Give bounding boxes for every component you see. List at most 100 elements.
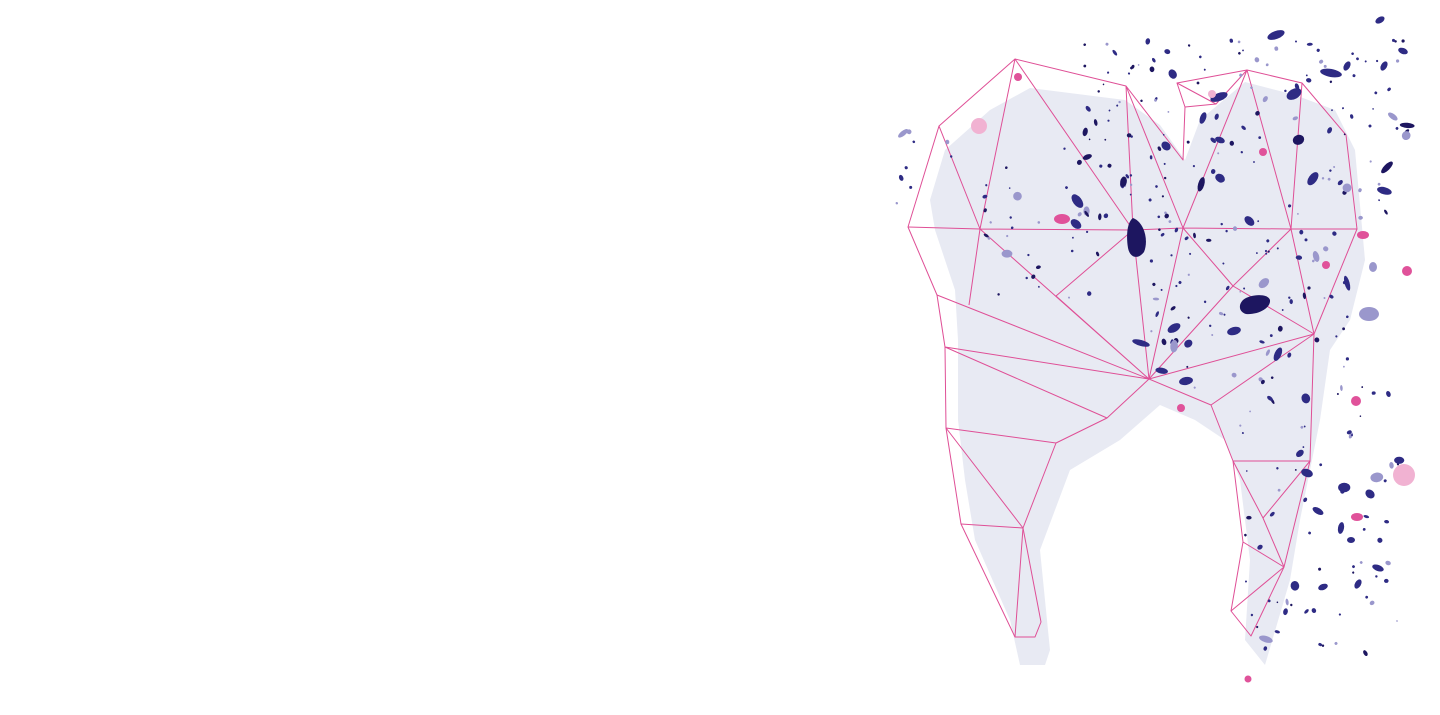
particle-dot bbox=[1294, 468, 1297, 471]
particle-dot bbox=[1364, 60, 1367, 63]
particle-dot bbox=[1290, 603, 1293, 607]
particle-blob bbox=[1380, 61, 1388, 71]
particle-dot bbox=[1273, 347, 1283, 361]
particle-dot bbox=[1358, 215, 1363, 220]
particle-dot bbox=[1193, 232, 1196, 239]
particle-dot bbox=[1314, 337, 1320, 343]
particle-dot bbox=[1086, 291, 1092, 296]
particle-dot bbox=[1098, 213, 1102, 221]
particle-dot bbox=[983, 208, 987, 213]
particle-dot bbox=[1352, 74, 1356, 78]
particle-dot bbox=[1274, 46, 1279, 51]
particle-blob bbox=[1161, 141, 1171, 151]
particle-dot bbox=[1318, 642, 1323, 647]
particle-dot bbox=[1250, 86, 1253, 89]
particle-dot bbox=[1329, 169, 1332, 172]
particle-dot bbox=[1229, 140, 1235, 146]
particle-dot bbox=[1168, 69, 1177, 79]
particle-dot bbox=[1037, 221, 1041, 224]
particle-dot bbox=[1129, 193, 1132, 196]
particle-dot bbox=[1243, 287, 1246, 290]
particle-dot bbox=[1085, 105, 1091, 112]
particle-dot bbox=[1387, 87, 1391, 92]
pink-dot bbox=[1322, 261, 1330, 269]
particle-dot bbox=[1302, 446, 1305, 448]
particle-dot bbox=[1009, 216, 1012, 219]
particle-dot bbox=[1276, 467, 1279, 470]
particle-dot bbox=[1306, 42, 1313, 46]
particle-dot bbox=[904, 166, 908, 170]
particle-dot bbox=[1245, 580, 1248, 583]
particle-dot bbox=[1264, 249, 1268, 253]
particle-dot bbox=[1392, 38, 1395, 42]
particle-dot bbox=[1383, 479, 1387, 483]
particle-dot bbox=[1269, 334, 1273, 338]
particle-dot bbox=[1178, 281, 1182, 284]
particle-dot bbox=[1151, 57, 1156, 63]
particle-dot bbox=[1116, 104, 1119, 107]
particle-dot bbox=[1186, 140, 1190, 144]
particle-dot bbox=[1375, 59, 1379, 63]
particle-light bbox=[1369, 262, 1377, 272]
particle-dot bbox=[1164, 211, 1167, 215]
particle-dot bbox=[1299, 229, 1304, 235]
particle-dot bbox=[1192, 165, 1196, 168]
particle-dot bbox=[1158, 228, 1161, 231]
particle-dot bbox=[1343, 275, 1351, 291]
particle-dot bbox=[1140, 99, 1143, 103]
particle-dot bbox=[1369, 160, 1372, 163]
tooth-facets bbox=[907, 58, 1357, 638]
particle-dot bbox=[1266, 239, 1270, 243]
particle-dot bbox=[1338, 482, 1351, 493]
particle-dot bbox=[1308, 531, 1311, 535]
particle-blob bbox=[1179, 376, 1193, 386]
particle-dot bbox=[1163, 162, 1166, 165]
particle-dot bbox=[909, 185, 913, 189]
particle-dot bbox=[1163, 176, 1167, 180]
particle-blob bbox=[1210, 92, 1228, 102]
particle-dot bbox=[1377, 186, 1392, 195]
particle-dot bbox=[1186, 365, 1189, 368]
particle-dot bbox=[1104, 138, 1107, 141]
particle-dot bbox=[1096, 251, 1100, 257]
particle-dot bbox=[1102, 83, 1105, 86]
particle-dot bbox=[1301, 393, 1311, 404]
particle-dot bbox=[1118, 100, 1121, 104]
particle-dot bbox=[1318, 567, 1322, 571]
particle-dot bbox=[1311, 608, 1317, 614]
particle-dot bbox=[1105, 42, 1109, 46]
particle-dot bbox=[1155, 185, 1158, 188]
particle-dot bbox=[1307, 172, 1319, 186]
particle-dot bbox=[1302, 292, 1307, 300]
particle-dot bbox=[1372, 108, 1374, 110]
particle-dot bbox=[1035, 265, 1041, 269]
particle-dot bbox=[1214, 113, 1219, 120]
particle-dot bbox=[1220, 222, 1223, 226]
particle-dot bbox=[1270, 376, 1274, 380]
particle-dot bbox=[1031, 274, 1036, 279]
particle-dot bbox=[1352, 571, 1355, 574]
particle-dot bbox=[1263, 646, 1268, 651]
particle-dot bbox=[1267, 599, 1271, 603]
particle-dot bbox=[1358, 188, 1362, 193]
particle-dot bbox=[1149, 66, 1155, 73]
particle-dot bbox=[1257, 544, 1263, 550]
particle-dot bbox=[1154, 98, 1157, 102]
particle-dot bbox=[1222, 262, 1225, 265]
particle-dot bbox=[1394, 40, 1397, 43]
particle-dot bbox=[898, 128, 909, 138]
particle-dot bbox=[1351, 52, 1354, 55]
particle-blob bbox=[1301, 468, 1313, 478]
particle-dot bbox=[1223, 313, 1226, 316]
particle-dot bbox=[1384, 209, 1388, 215]
particle-dot bbox=[1082, 154, 1092, 160]
particle-dot bbox=[1296, 449, 1304, 458]
particle-dot bbox=[1239, 424, 1242, 427]
particle-dot bbox=[1359, 561, 1363, 564]
particle-dot bbox=[1210, 137, 1216, 144]
particle-dot bbox=[1250, 613, 1254, 617]
particle-dot bbox=[1097, 90, 1100, 93]
particle-blob bbox=[1318, 583, 1328, 591]
particle-dot bbox=[1241, 432, 1244, 434]
